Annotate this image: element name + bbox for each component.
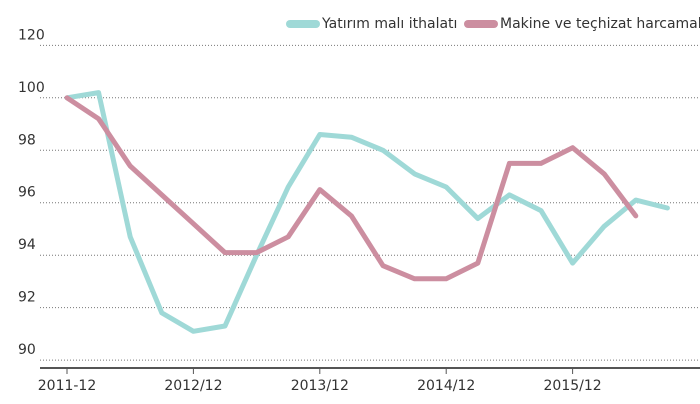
y-tick-label: 94 [18, 237, 36, 253]
y-tick-label: 96 [18, 185, 36, 201]
y-tick-label: 90 [18, 342, 36, 358]
y-tick-label: 100 [18, 80, 45, 96]
series-line [64, 90, 670, 334]
x-tick-label: 2014/12 [417, 378, 475, 394]
x-tick-label: 2012/12 [164, 378, 222, 394]
y-tick-label: 92 [18, 290, 36, 306]
y-tick-label: 120 [18, 27, 45, 43]
y-tick-label: 98 [18, 132, 36, 148]
legend-label: Yatırım malı ithalatı [321, 16, 457, 32]
x-tick-label: 2011-12 [38, 378, 97, 394]
x-tick-label: 2015/12 [544, 378, 602, 394]
legend-label: Makine ve teçhizat harcamaları [500, 16, 700, 32]
series-line [64, 95, 639, 282]
x-tick-label: 2013/12 [291, 378, 349, 394]
